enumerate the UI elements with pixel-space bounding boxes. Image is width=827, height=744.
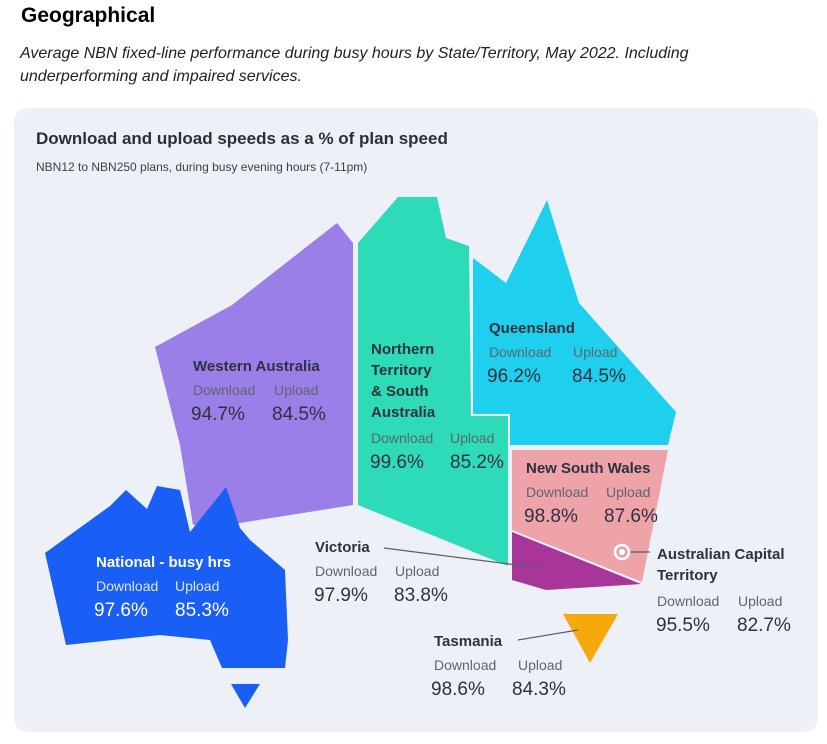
upload-label: Upload [738, 593, 783, 609]
upload-value: 83.8% [394, 585, 448, 606]
region-name: Tasmania [434, 633, 503, 650]
region-name-line-4: Australia [371, 404, 436, 421]
act-marker-dot [619, 549, 625, 555]
upload-value: 85.2% [450, 452, 504, 473]
region-act: Australian Capital Territory Download Up… [656, 544, 817, 641]
download-label: Download [193, 382, 256, 398]
region-name: New South Wales [526, 460, 651, 477]
upload-value: 84.3% [512, 679, 566, 700]
region-tasmania: Tasmania Download Upload 98.6% 84.3% [431, 631, 574, 705]
map-national [45, 486, 288, 668]
region-name-line-3: & South [371, 383, 429, 400]
map-queensland [473, 200, 676, 445]
upload-label: Upload [606, 484, 651, 500]
region-nt-sa: Northern Territory & South Australia Dow… [370, 339, 506, 478]
upload-label: Upload [175, 578, 220, 594]
download-label: Download [371, 430, 434, 446]
map-victoria [512, 532, 641, 590]
upload-label: Upload [573, 344, 618, 360]
map-national-tasmania [231, 684, 260, 708]
download-label: Download [489, 344, 552, 360]
upload-label: Upload [274, 382, 319, 398]
region-name-line-2: Territory [657, 567, 718, 584]
upload-label: Upload [518, 657, 563, 673]
region-new-south-wales: New South Wales Download Upload 98.8% 87… [524, 458, 671, 532]
victoria-leader-line [383, 547, 541, 569]
download-label: Download [526, 484, 589, 500]
download-label: Download [657, 593, 720, 609]
card-title: Download and upload speeds as a % of pla… [36, 129, 448, 148]
download-value: 97.9% [314, 585, 368, 606]
download-label: Download [315, 563, 378, 579]
upload-label: Upload [450, 430, 495, 446]
upload-value: 85.3% [175, 600, 229, 621]
upload-value: 84.5% [572, 366, 626, 387]
upload-label: Upload [395, 563, 440, 579]
card-subtitle: NBN12 to NBN250 plans, during busy eveni… [36, 160, 368, 174]
region-name: Western Australia [193, 358, 320, 375]
region-queensland: Queensland Download Upload 96.2% 84.5% [487, 318, 639, 392]
download-value: 96.2% [487, 366, 541, 387]
region-name-line-1: Australian Capital [657, 546, 785, 563]
region-western-australia: Western Australia Download Upload 94.7% … [191, 356, 343, 430]
download-value: 98.6% [431, 679, 485, 700]
page-heading: Geographical [21, 4, 156, 27]
upload-value: 87.6% [604, 506, 658, 527]
map-tasmania [563, 614, 618, 663]
download-value: 94.7% [191, 404, 245, 425]
region-national: National - busy hrs Download Upload 97.6… [94, 552, 266, 626]
map-western-australia [155, 223, 353, 525]
download-value: 95.5% [656, 615, 710, 636]
download-label: Download [434, 657, 497, 673]
tasmania-leader-line [517, 629, 579, 641]
region-name-line-2: Territory [371, 362, 432, 379]
download-value: 97.6% [94, 600, 148, 621]
region-name: Victoria [315, 539, 370, 556]
download-value: 98.8% [524, 506, 578, 527]
download-value: 99.6% [370, 452, 424, 473]
region-victoria: Victoria Download Upload 97.9% 83.8% [314, 537, 455, 611]
region-name-line-1: Northern [371, 341, 435, 358]
upload-value: 84.5% [272, 404, 326, 425]
download-label: Download [96, 578, 159, 594]
upload-value: 82.7% [737, 615, 791, 636]
region-name: National - busy hrs [96, 554, 232, 571]
region-name: Queensland [489, 320, 575, 337]
map-nt-sa [358, 197, 508, 566]
page-subheading: Average NBN fixed-line performance durin… [20, 45, 689, 85]
